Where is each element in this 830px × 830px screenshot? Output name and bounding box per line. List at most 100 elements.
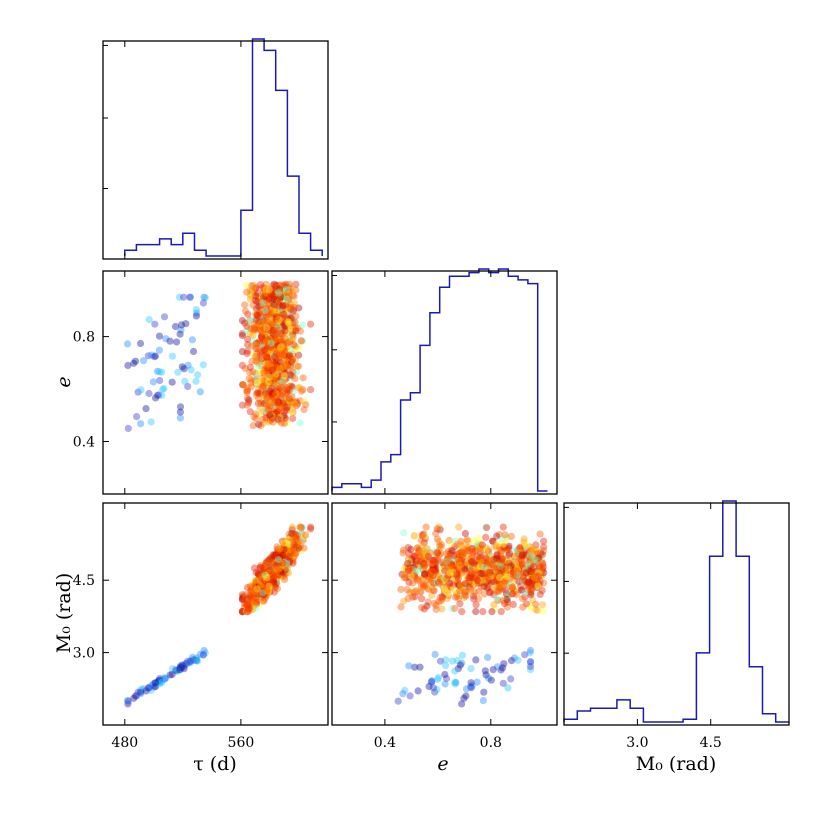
scatter-point bbox=[529, 545, 537, 553]
scatter-point bbox=[497, 562, 505, 570]
scatter-point bbox=[267, 568, 275, 577]
scatter-point bbox=[275, 563, 283, 572]
scatter-point bbox=[444, 554, 452, 563]
scatter-point bbox=[442, 662, 450, 670]
scatter-point bbox=[272, 570, 280, 578]
scatter-point bbox=[267, 291, 275, 299]
scatter-point bbox=[268, 390, 277, 398]
scatter-point bbox=[270, 375, 278, 383]
scatter-point bbox=[494, 596, 502, 605]
scatter-point bbox=[262, 311, 270, 319]
scatter-point bbox=[252, 578, 260, 586]
scatter-point bbox=[289, 308, 297, 316]
scatter-point bbox=[267, 356, 275, 364]
scatter-point bbox=[286, 338, 294, 346]
scatter-point bbox=[526, 568, 535, 577]
scatter-point bbox=[292, 280, 300, 288]
scatter-point bbox=[526, 658, 535, 667]
scatter-point bbox=[270, 568, 278, 576]
scatter-point bbox=[267, 567, 275, 575]
scatter-point bbox=[286, 314, 294, 322]
scatter-point bbox=[277, 549, 285, 558]
scatter-point bbox=[519, 560, 527, 568]
scatter-point bbox=[398, 570, 406, 578]
scatter-point bbox=[160, 675, 169, 683]
scatter-point bbox=[525, 579, 533, 587]
scatter-point bbox=[279, 361, 287, 369]
scatter-point bbox=[282, 404, 291, 412]
x-tick-label-tau: 560 bbox=[228, 735, 255, 751]
scatter-point bbox=[273, 291, 281, 299]
scatter-point bbox=[259, 336, 267, 344]
scatter-point bbox=[516, 544, 524, 552]
scatter-point bbox=[413, 577, 422, 585]
scatter-point bbox=[193, 654, 201, 662]
scatter-point bbox=[266, 404, 274, 412]
scatter-point bbox=[292, 532, 300, 540]
scatter-point bbox=[258, 415, 267, 423]
scatter-point bbox=[264, 580, 272, 588]
scatter-point bbox=[259, 578, 267, 586]
scatter-point bbox=[257, 302, 265, 310]
scatter-point bbox=[281, 557, 289, 565]
scatter-point bbox=[272, 281, 280, 290]
scatter-point bbox=[269, 563, 277, 571]
scatter-point bbox=[508, 657, 516, 665]
scatter-point bbox=[291, 537, 299, 546]
scatter-point bbox=[267, 334, 275, 342]
scatter-point bbox=[257, 341, 266, 349]
scatter-point bbox=[534, 606, 542, 615]
scatter-point bbox=[269, 367, 278, 375]
scatter-point bbox=[283, 339, 291, 347]
scatter-point bbox=[263, 587, 271, 595]
scatter-point bbox=[527, 589, 535, 597]
scatter-point bbox=[419, 580, 427, 588]
scatter-point bbox=[265, 577, 273, 586]
scatter-point bbox=[432, 549, 440, 557]
scatter-point bbox=[274, 342, 282, 350]
scatter-point bbox=[255, 378, 263, 386]
scatter-point bbox=[277, 560, 285, 569]
scatter-point bbox=[265, 575, 273, 584]
scatter-point bbox=[274, 347, 282, 355]
scatter-point bbox=[145, 684, 153, 692]
scatter-point bbox=[186, 293, 194, 301]
scatter-point bbox=[277, 565, 285, 574]
scatter-point bbox=[261, 576, 269, 584]
scatter-point bbox=[246, 286, 254, 294]
scatter-point bbox=[144, 684, 152, 692]
scatter-point bbox=[289, 396, 297, 404]
scatter-point bbox=[284, 318, 292, 326]
scatter-point bbox=[498, 558, 507, 566]
scatter-point bbox=[277, 558, 285, 566]
scatter-point bbox=[482, 559, 490, 567]
scatter-point bbox=[281, 564, 289, 573]
scatter-point bbox=[279, 356, 287, 364]
scatter-point bbox=[257, 570, 265, 578]
scatter-point bbox=[263, 574, 271, 582]
scatter-point bbox=[536, 530, 544, 538]
scatter-point bbox=[281, 375, 289, 383]
x-tick-label-tau: 480 bbox=[111, 735, 138, 751]
scatter-point bbox=[282, 395, 290, 403]
scatter-point bbox=[467, 575, 475, 583]
scatter-point bbox=[260, 382, 268, 390]
scatter-point bbox=[184, 382, 192, 391]
scatter-point bbox=[252, 371, 260, 379]
scatter-point bbox=[145, 684, 153, 692]
scatter-point bbox=[540, 569, 548, 577]
scatter-point bbox=[278, 309, 286, 317]
scatter-point bbox=[534, 549, 542, 557]
scatter-point bbox=[482, 671, 490, 679]
scatter-point bbox=[420, 547, 428, 555]
scatter-point bbox=[158, 678, 166, 687]
scatter-point bbox=[482, 577, 490, 585]
scatter-point bbox=[258, 575, 266, 583]
scatter-point bbox=[289, 368, 297, 376]
scatter-point bbox=[454, 550, 462, 558]
scatter-point bbox=[258, 589, 266, 597]
scatter-point bbox=[267, 321, 275, 329]
scatter-point bbox=[275, 319, 283, 327]
scatter-point bbox=[248, 594, 256, 603]
scatter-point bbox=[496, 579, 504, 587]
